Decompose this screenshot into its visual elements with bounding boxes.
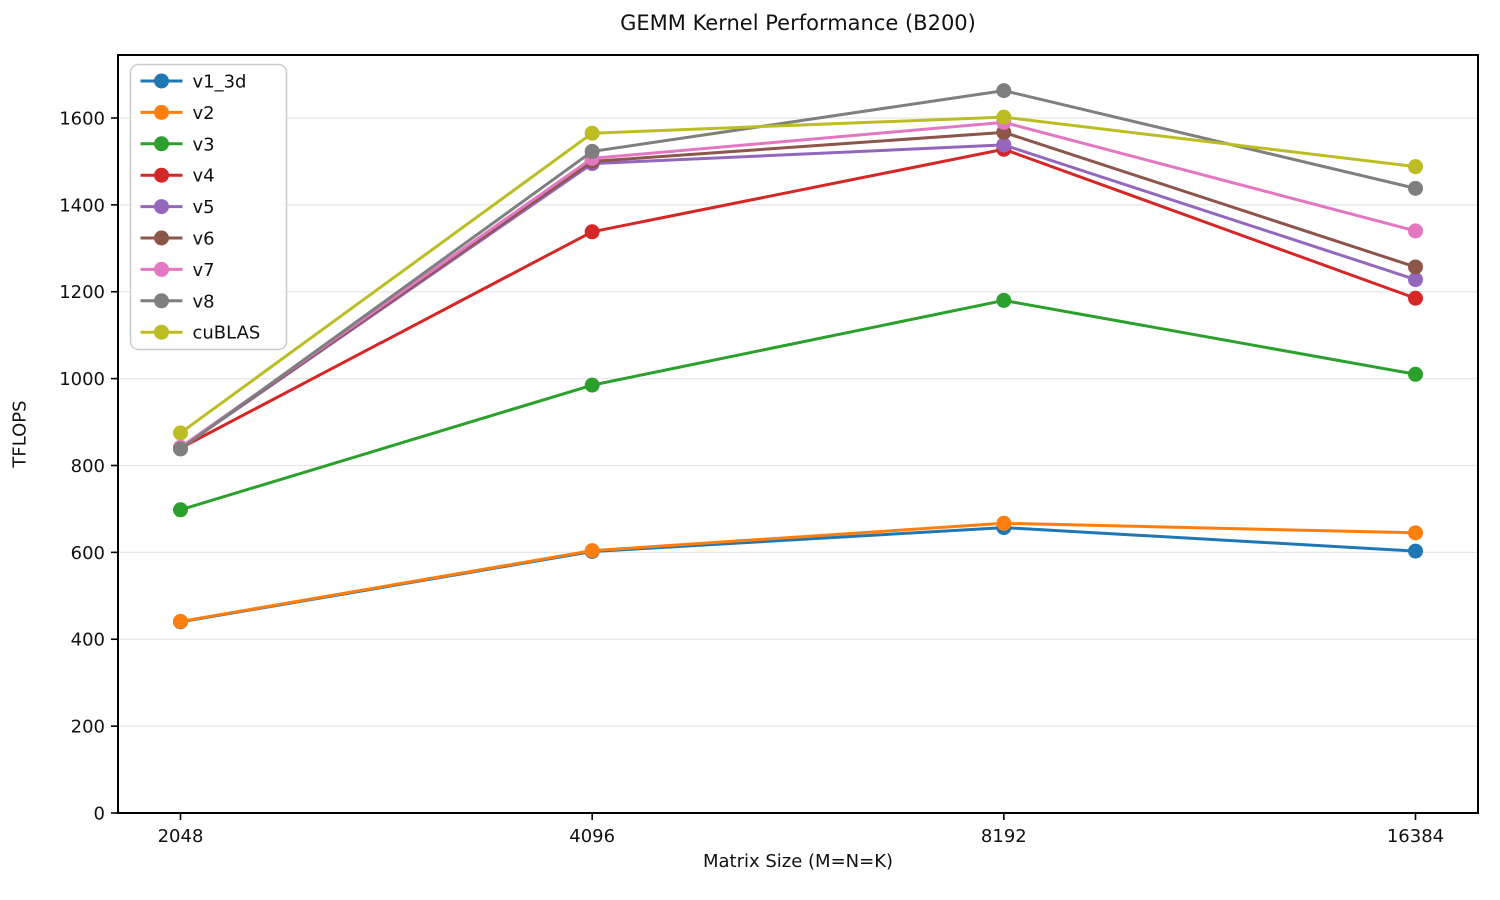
series-marker-cuBLAS-2048 [173,425,188,441]
y-tick-label-1200: 1200 [59,282,105,303]
y-tick-label-0: 0 [94,804,105,825]
legend-label-v5: v5 [193,197,215,218]
x-tick-label-8192: 8192 [981,826,1027,847]
legend-label-v8: v8 [193,291,215,312]
legend-marker-v1_3d [154,73,169,89]
series-marker-cuBLAS-4096 [584,125,600,141]
legend-marker-v5 [154,199,169,215]
x-tick-label-4096: 4096 [569,826,615,847]
x-axis-label: Matrix Size (M=N=K) [702,851,894,872]
legend-label-v6: v6 [193,229,215,250]
y-tick-label-1400: 1400 [59,195,105,216]
x-tick-label-2048: 2048 [158,826,204,847]
series-marker-v5-8192 [996,137,1012,153]
legend-marker-v6 [154,230,169,246]
y-axis-label: TFLOPS [9,400,31,468]
legend-marker-v4 [154,167,169,183]
series-marker-v4-16384 [1408,290,1423,306]
legend-label-v1_3d: v1_3d [193,72,247,93]
series-marker-v3-2048 [173,502,188,518]
legend-label-v3: v3 [193,134,215,155]
legend-box [129,63,288,351]
y-tick-label-600: 600 [71,543,105,564]
legend-label-cuBLAS: cuBLAS [193,323,261,344]
legend-label-v7: v7 [193,260,215,281]
legend-marker-cuBLAS [154,324,169,340]
chart-title: GEMM Kernel Performance (B200) [620,11,976,35]
series-marker-v2-8192 [996,515,1012,531]
series-marker-v8-16384 [1408,180,1423,196]
series-marker-v8-4096 [584,143,600,159]
series-marker-v5-16384 [1408,272,1423,288]
legend-label-v4: v4 [193,166,215,187]
series-line-v3 [179,298,1417,512]
y-tick-label-200: 200 [71,717,105,738]
series-marker-v3-4096 [584,377,600,393]
series-marker-v3-8192 [996,292,1012,308]
series-line-cuBLAS [179,115,1417,435]
axes-spines [117,54,1479,814]
series-marker-v2-4096 [584,543,600,559]
series-marker-v8-2048 [173,441,188,457]
series-marker-v8-8192 [996,83,1012,99]
series-marker-v4-4096 [584,224,600,240]
series-line-v4 [179,147,1417,450]
series-marker-v1_3d-16384 [1408,543,1423,559]
series-marker-v3-16384 [1408,366,1423,382]
series-marker-v6-16384 [1408,259,1423,275]
legend-label-v2: v2 [193,103,215,124]
series-marker-v7-16384 [1408,223,1423,239]
legend-marker-v3 [154,136,169,152]
series-line-v1_3d [179,526,1417,624]
series-line-v7 [179,120,1417,449]
x-tick-label-16384: 16384 [1387,826,1444,847]
series-marker-v2-2048 [173,613,188,629]
y-tick-label-400: 400 [71,630,105,651]
legend-marker-v2 [154,104,169,120]
legend-marker-v7 [154,261,169,277]
y-tick-label-1000: 1000 [59,369,105,390]
series-line-v2 [179,521,1417,623]
series-marker-cuBLAS-8192 [996,109,1012,125]
y-tick-label-800: 800 [71,456,105,477]
series-marker-cuBLAS-16384 [1408,159,1423,175]
y-tick-label-1600: 1600 [59,108,105,129]
legend-marker-v8 [154,293,169,309]
series-line-v6 [179,130,1417,450]
series-marker-v2-16384 [1408,525,1423,541]
series-line-v8 [179,89,1417,451]
